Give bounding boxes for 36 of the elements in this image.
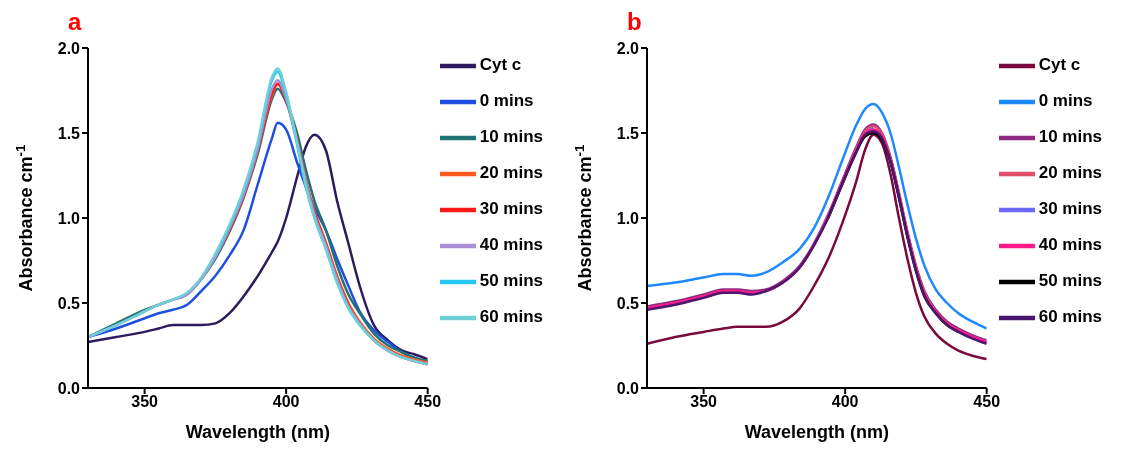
y-tick-label: 2.0 (616, 39, 640, 57)
x-tick-label: 350 (131, 393, 159, 411)
legend-label: Cyt c (1038, 55, 1081, 75)
y-tick-label: 1.0 (616, 209, 640, 227)
y-tick-label: 1.5 (57, 124, 81, 142)
x-tick-label: 450 (973, 393, 1001, 411)
legend-label: 30 mins (1038, 199, 1102, 219)
legend-label: 40 mins (479, 235, 543, 255)
y-tick-label: 0.0 (57, 379, 81, 397)
chart-title: b (626, 8, 643, 37)
x-tick-label: 400 (272, 393, 300, 411)
legend-label: 10 mins (479, 127, 543, 147)
legend-label: 30 mins (479, 199, 543, 219)
y-tick-label: 1.0 (57, 209, 81, 227)
legend-label: 60 mins (1038, 307, 1102, 327)
legend-label: 0 mins (479, 91, 534, 111)
y-tick-label: 1.5 (616, 124, 640, 142)
x-axis-title: Wavelength (nm) (185, 422, 331, 442)
chart-title: a (67, 8, 83, 37)
legend-label: 50 mins (1038, 271, 1102, 291)
legend-label: 60 mins (479, 307, 543, 327)
x-tick-label: 350 (690, 393, 718, 411)
y-tick-label: 2.0 (57, 39, 81, 57)
legend-label: 40 mins (1038, 235, 1102, 255)
x-tick-label: 400 (831, 393, 859, 411)
y-tick-label: 0.5 (57, 294, 81, 312)
x-axis-title: Wavelength (nm) (744, 422, 890, 442)
legend-label: 10 mins (1038, 127, 1102, 147)
legend-label: 50 mins (479, 271, 543, 291)
legend-label: 20 mins (479, 163, 543, 183)
legend-label: Cyt c (479, 55, 522, 75)
y-tick-label: 0.5 (616, 294, 640, 312)
legend-label: 20 mins (1038, 163, 1102, 183)
y-tick-label: 0.0 (616, 379, 640, 397)
legend-label: 0 mins (1038, 91, 1093, 111)
x-tick-label: 450 (414, 393, 442, 411)
